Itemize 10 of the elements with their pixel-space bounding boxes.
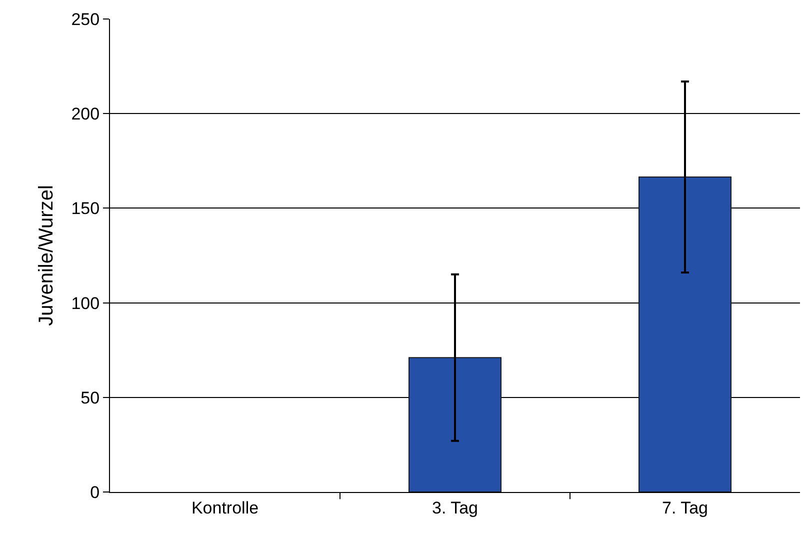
y-tick-label: 250	[71, 10, 100, 29]
y-tick-label: 100	[71, 294, 100, 313]
y-tick-label: 150	[71, 199, 100, 218]
y-tick-label: 0	[90, 482, 100, 502]
x-tick-label: 3. Tag	[432, 498, 478, 518]
y-tick-label: 50	[80, 388, 100, 408]
y-tick-label: 200	[71, 104, 100, 124]
x-tick-label: Kontrolle	[191, 498, 259, 518]
x-tick-label: 7. Tag	[662, 498, 708, 518]
y-axis-title: Juvenile/Wurzel	[36, 185, 58, 326]
